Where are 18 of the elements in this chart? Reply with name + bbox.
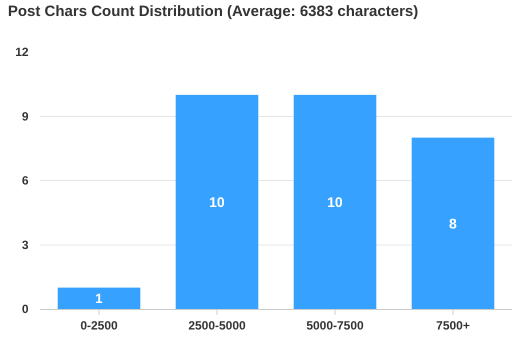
x-tick-label: 5000-7500 (306, 318, 364, 332)
data-label: 10 (209, 194, 225, 210)
data-label: 1 (95, 291, 104, 306)
x-tick-label: 0-2500 (80, 318, 118, 332)
bar (176, 94, 258, 309)
y-tick-label: 6 (22, 174, 29, 188)
y-tick-label: 12 (15, 45, 29, 60)
bar (58, 288, 140, 309)
bar (294, 94, 376, 309)
chart-title: Post Chars Count Distribution (Average: 6383 characters) (8, 2, 418, 20)
bar (412, 138, 494, 309)
y-tick-label: 3 (22, 238, 29, 252)
y-tick-label: 0 (22, 302, 29, 316)
x-tick-label: 7500+ (436, 318, 470, 332)
data-label: 8 (449, 215, 457, 232)
data-label: 10 (327, 194, 343, 210)
y-tick-label: 9 (22, 109, 29, 124)
x-tick-label: 2500-5000 (188, 318, 246, 332)
